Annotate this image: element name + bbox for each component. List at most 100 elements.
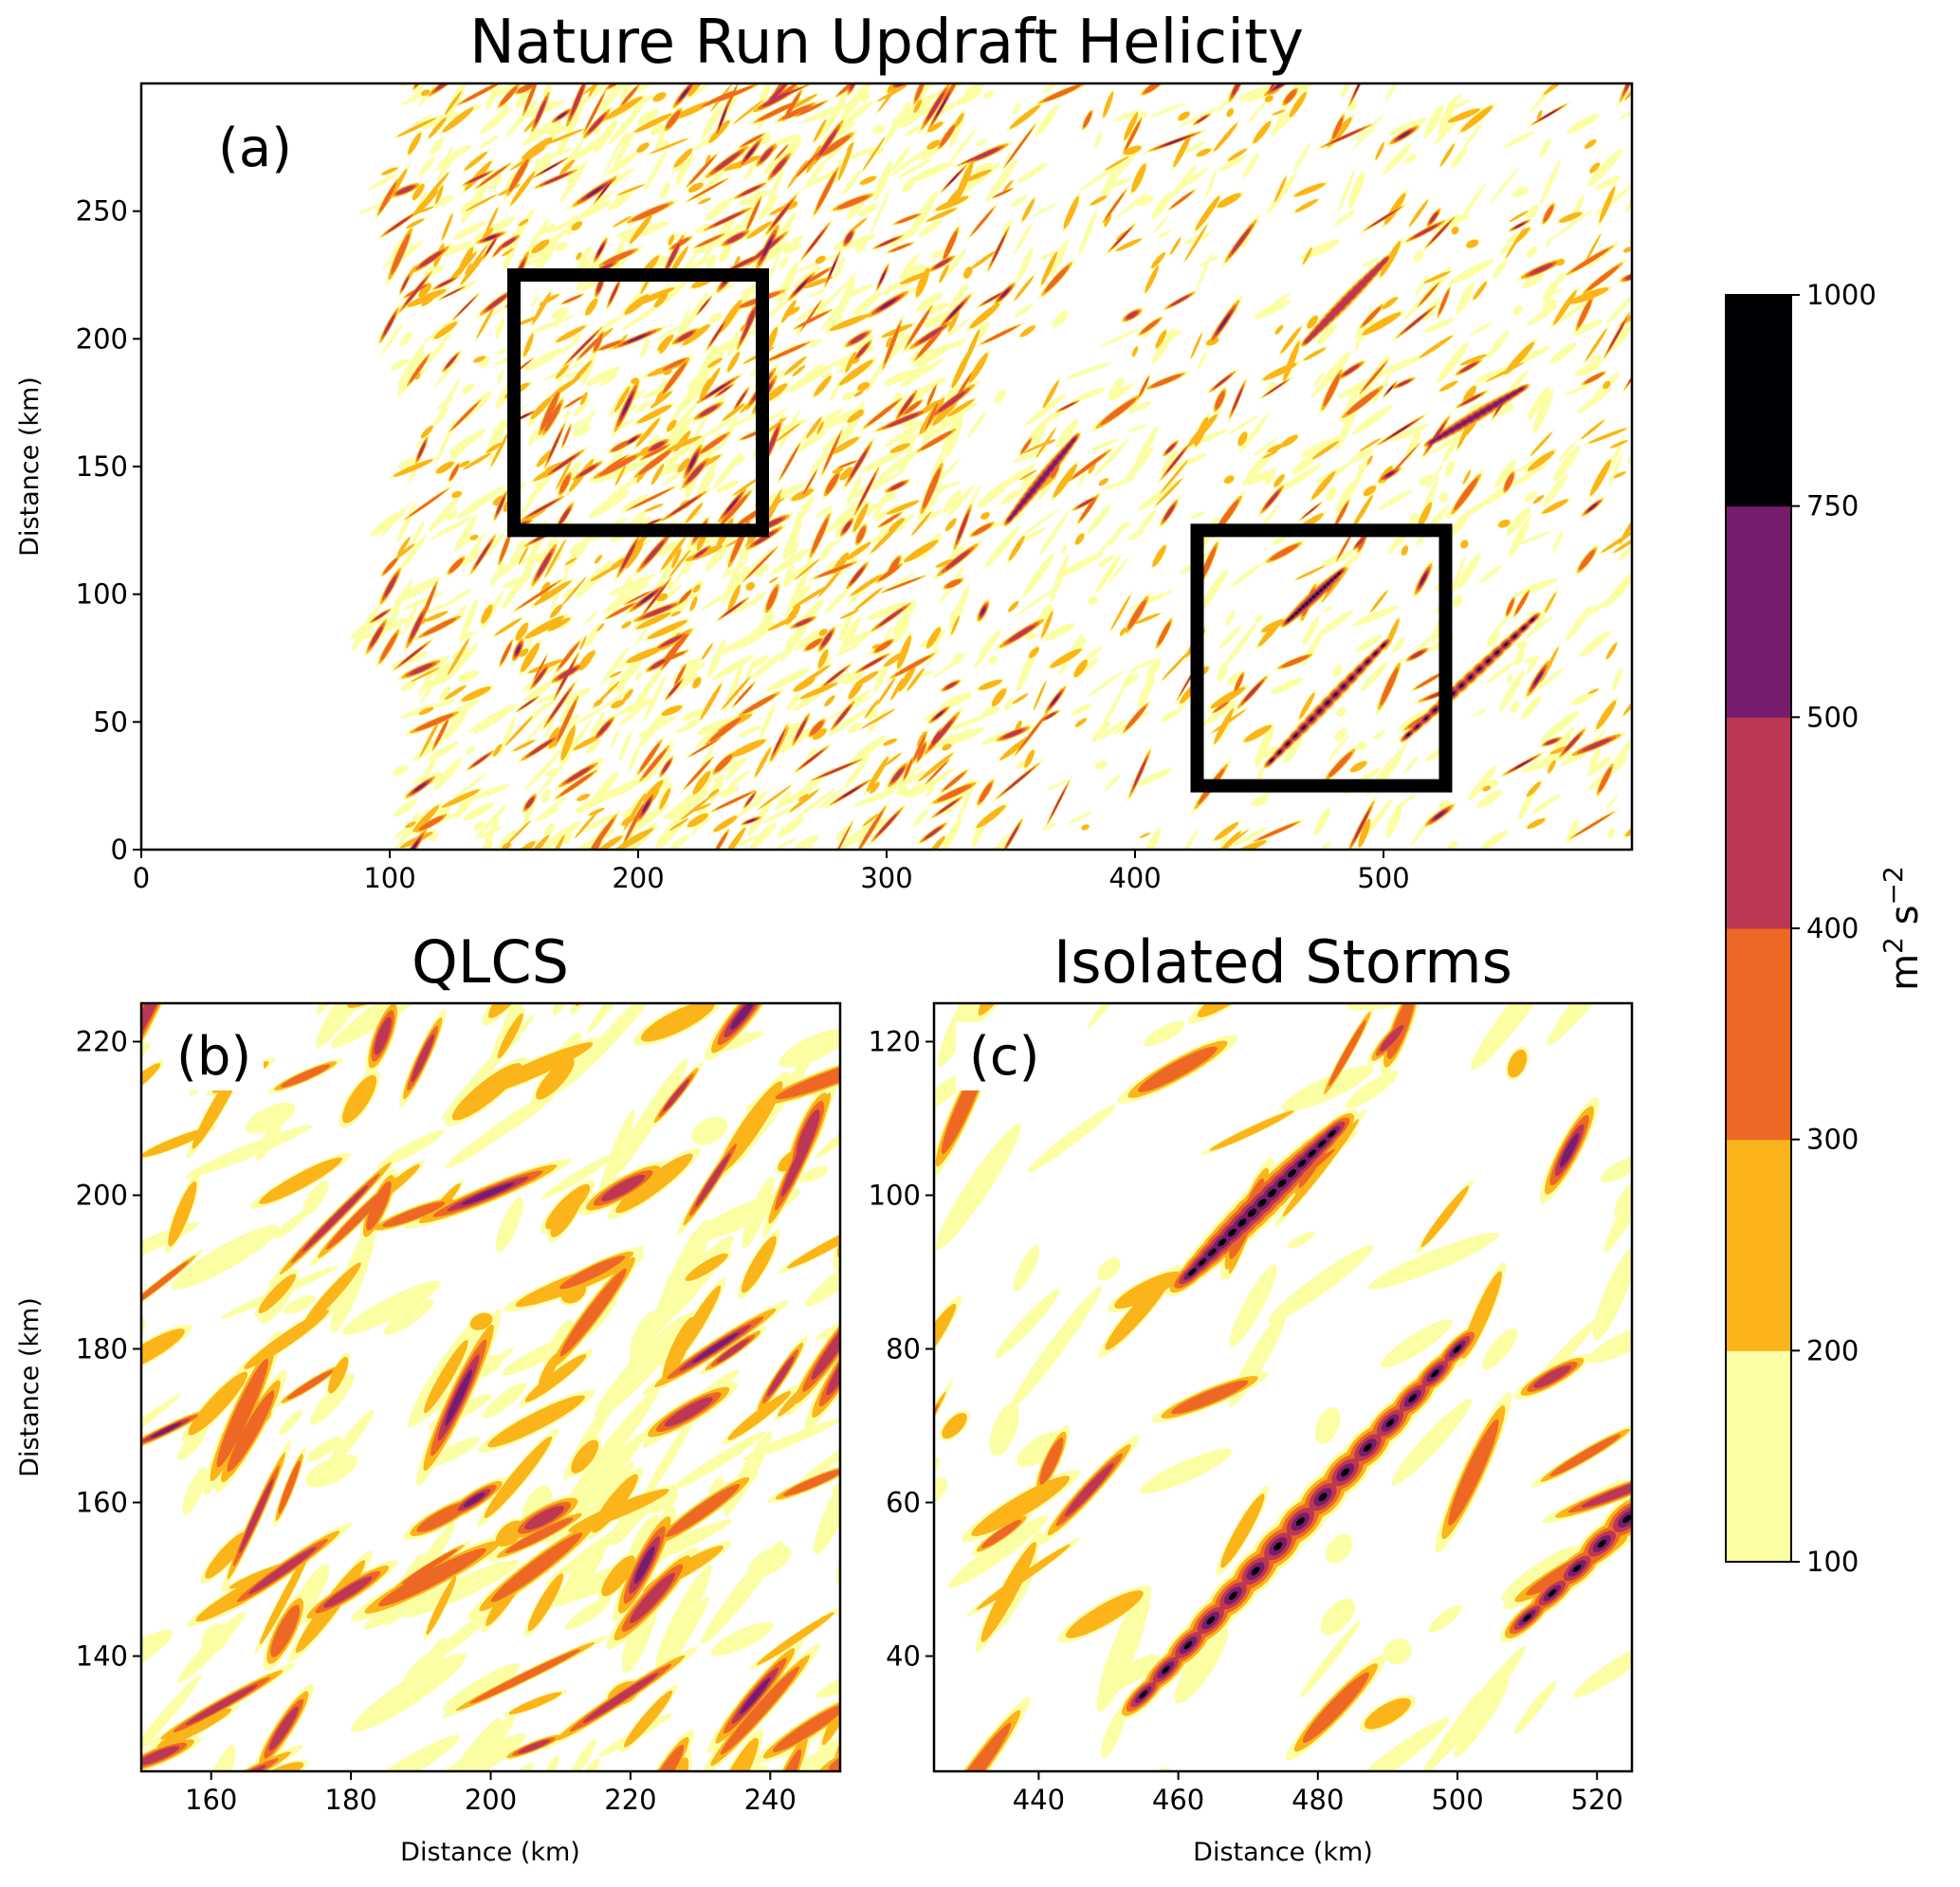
uh-contour-100 — [449, 1717, 502, 1771]
uh-contour-200 — [687, 83, 706, 97]
uh-contour-200 — [1622, 683, 1632, 716]
uh-contour-300 — [642, 748, 667, 779]
uh-contour-100 — [400, 679, 418, 692]
uh-contour-200 — [897, 634, 911, 669]
uh-contour-200 — [617, 184, 645, 195]
uh-contour-300 — [766, 587, 779, 611]
uh-contour-200 — [969, 302, 1000, 329]
uh-contour-750 — [1315, 592, 1320, 595]
uh-contour-100 — [829, 845, 846, 850]
uh-contour-400 — [918, 327, 943, 344]
uh-contour-750 — [1329, 578, 1333, 582]
uh-contour-400 — [475, 542, 491, 566]
uh-contour-100 — [680, 291, 709, 335]
uh-contour-300 — [559, 643, 578, 669]
uh-contour-200 — [1155, 478, 1182, 506]
uh-contour-100 — [577, 813, 618, 834]
uh-contour-100 — [1035, 104, 1059, 137]
uh-contour-200 — [947, 398, 975, 417]
uh-contour-100 — [711, 856, 817, 928]
uh-contour-100 — [1327, 734, 1349, 762]
uh-contour-100 — [558, 1542, 607, 1606]
uh-contour-300 — [836, 195, 870, 210]
uh-contour-750 — [1310, 717, 1313, 722]
uh-contour-200 — [644, 504, 664, 512]
uh-contour-200 — [652, 92, 667, 102]
uh-contour-100 — [1515, 452, 1548, 473]
uh-contour-100 — [1540, 158, 1561, 206]
uh-contour-100 — [1522, 272, 1545, 288]
uh-contour-300 — [1083, 112, 1092, 128]
uh-contour-100 — [770, 550, 809, 576]
uh-contour-100 — [358, 204, 382, 214]
uh-contour-100 — [788, 583, 813, 609]
uh-contour-100 — [654, 256, 669, 267]
uh-contour-400 — [1414, 225, 1438, 238]
uh-contour-300 — [1100, 398, 1136, 426]
uh-contour-200 — [1613, 535, 1632, 554]
uh-contour-500 — [880, 271, 886, 283]
uh-contour-400 — [944, 682, 957, 689]
uh-contour-100 — [1574, 362, 1601, 376]
uh-contour-200 — [1509, 211, 1529, 223]
uh-contour-100 — [420, 600, 457, 615]
uh-contour-200 — [705, 155, 711, 166]
uh-contour-100 — [1016, 247, 1034, 283]
uh-contour-200 — [1002, 180, 1014, 192]
uh-contour-750 — [1342, 685, 1346, 688]
uh-contour-200 — [1261, 618, 1286, 632]
uh-contour-200 — [559, 159, 575, 175]
uh-contour-100 — [1502, 131, 1535, 149]
uh-contour-100 — [750, 548, 774, 572]
uh-contour-750 — [1469, 675, 1473, 679]
uh-contour-400 — [419, 251, 442, 267]
uh-contour-100 — [1373, 730, 1385, 741]
uh-contour-100 — [1530, 794, 1562, 815]
uh-contour-100 — [418, 156, 435, 177]
uh-contour-100 — [882, 282, 902, 295]
uh-contour-100 — [809, 339, 822, 348]
uh-contour-100 — [667, 891, 699, 918]
uh-contour-200 — [425, 173, 449, 202]
uh-contour-100 — [482, 591, 504, 631]
uh-contour-200 — [1401, 545, 1409, 556]
uh-contour-200 — [484, 1436, 553, 1518]
uh-contour-500 — [935, 711, 943, 719]
uh-contour-100 — [1000, 487, 1023, 504]
uh-contour-100 — [983, 90, 995, 100]
uh-contour-300 — [1257, 823, 1296, 840]
uh-contour-100 — [45, 872, 109, 964]
uh-contour-200 — [847, 142, 854, 152]
uh-contour-200 — [1303, 347, 1327, 361]
uh-contour-200 — [395, 543, 415, 559]
uh-contour-100 — [837, 276, 855, 317]
uh-contour-100 — [479, 840, 493, 850]
uh-contour-100 — [912, 808, 929, 828]
uh-contour-400 — [772, 158, 787, 175]
uh-contour-100 — [432, 357, 461, 389]
uh-contour-200 — [700, 683, 722, 721]
uh-contour-100 — [531, 295, 540, 306]
uh-contour-100 — [1241, 470, 1274, 486]
uh-contour-200 — [689, 596, 698, 612]
uh-contour-300 — [781, 104, 813, 119]
uh-contour-100 — [1013, 103, 1021, 114]
uh-contour-100 — [815, 1643, 840, 1698]
uh-contour-200 — [768, 577, 779, 584]
uh-contour-200 — [1253, 120, 1272, 144]
uh-contour-300 — [391, 233, 411, 275]
uh-contour-100 — [925, 781, 936, 797]
uh-contour-400 — [610, 284, 618, 302]
uh-contour-100 — [600, 687, 632, 710]
uh-contour-300 — [797, 311, 829, 327]
uh-contour-300 — [1543, 205, 1554, 222]
uh-contour-200 — [1553, 289, 1577, 325]
uh-contour-200 — [580, 1824, 616, 1883]
uh-contour-400 — [1371, 211, 1397, 227]
uh-contour-400 — [1243, 682, 1262, 703]
uh-contour-100 — [1021, 475, 1035, 489]
uh-contour-100 — [1494, 459, 1516, 488]
uh-contour-400 — [669, 683, 680, 696]
uh-contour-100 — [1034, 202, 1058, 217]
uh-contour-200 — [647, 619, 687, 639]
